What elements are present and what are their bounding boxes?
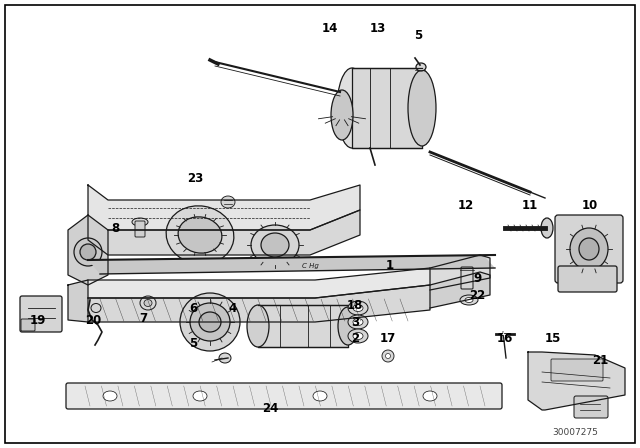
FancyBboxPatch shape <box>20 296 62 332</box>
Ellipse shape <box>313 391 327 401</box>
Polygon shape <box>430 255 490 290</box>
Ellipse shape <box>132 218 148 226</box>
Text: 19: 19 <box>30 314 46 327</box>
Ellipse shape <box>251 225 299 265</box>
FancyBboxPatch shape <box>135 221 145 237</box>
Text: 5: 5 <box>414 29 422 42</box>
Text: 18: 18 <box>347 298 363 311</box>
Polygon shape <box>88 268 430 298</box>
Text: 2: 2 <box>351 332 359 345</box>
Ellipse shape <box>144 300 152 306</box>
Text: 24: 24 <box>262 401 278 414</box>
Ellipse shape <box>338 307 358 345</box>
Text: 10: 10 <box>582 198 598 211</box>
Ellipse shape <box>180 293 240 351</box>
Ellipse shape <box>579 238 599 260</box>
Ellipse shape <box>91 303 101 313</box>
Text: 9: 9 <box>473 271 481 284</box>
Ellipse shape <box>199 312 221 332</box>
Ellipse shape <box>416 63 426 71</box>
Text: C Hg: C Hg <box>301 263 319 269</box>
FancyBboxPatch shape <box>574 396 608 418</box>
Ellipse shape <box>247 305 269 347</box>
Ellipse shape <box>80 244 96 260</box>
Ellipse shape <box>337 68 367 148</box>
Polygon shape <box>88 255 495 274</box>
Ellipse shape <box>570 228 608 270</box>
Ellipse shape <box>353 332 363 340</box>
Polygon shape <box>88 285 430 322</box>
Text: 15: 15 <box>545 332 561 345</box>
Text: 1: 1 <box>386 258 394 271</box>
FancyBboxPatch shape <box>258 305 348 347</box>
Text: 7: 7 <box>139 311 147 324</box>
Polygon shape <box>68 215 108 285</box>
Text: 3: 3 <box>351 315 359 328</box>
Polygon shape <box>528 352 625 410</box>
Text: 16: 16 <box>497 332 513 345</box>
Ellipse shape <box>348 315 368 329</box>
Ellipse shape <box>460 295 478 305</box>
Ellipse shape <box>74 238 102 266</box>
Polygon shape <box>88 185 360 230</box>
Text: 12: 12 <box>458 198 474 211</box>
Text: 5: 5 <box>189 336 197 349</box>
Text: 23: 23 <box>187 172 203 185</box>
FancyBboxPatch shape <box>352 68 422 148</box>
Polygon shape <box>88 210 360 255</box>
Ellipse shape <box>166 206 234 264</box>
FancyBboxPatch shape <box>555 215 623 283</box>
FancyBboxPatch shape <box>558 266 617 292</box>
Ellipse shape <box>221 196 235 208</box>
Text: 13: 13 <box>370 22 386 34</box>
Ellipse shape <box>140 296 156 310</box>
FancyBboxPatch shape <box>461 267 473 289</box>
Ellipse shape <box>261 233 289 257</box>
Ellipse shape <box>465 297 473 302</box>
Ellipse shape <box>348 301 368 315</box>
Text: 21: 21 <box>592 353 608 366</box>
Text: 14: 14 <box>322 22 338 34</box>
FancyBboxPatch shape <box>66 383 502 409</box>
Ellipse shape <box>193 391 207 401</box>
Ellipse shape <box>385 353 390 358</box>
Text: 4: 4 <box>229 302 237 314</box>
Text: 30007275: 30007275 <box>552 427 598 436</box>
Polygon shape <box>430 272 490 308</box>
Ellipse shape <box>408 70 436 146</box>
Ellipse shape <box>219 353 231 363</box>
Ellipse shape <box>353 319 363 326</box>
Text: 17: 17 <box>380 332 396 345</box>
Ellipse shape <box>541 218 553 238</box>
Text: 6: 6 <box>189 302 197 314</box>
FancyBboxPatch shape <box>21 319 35 331</box>
Ellipse shape <box>178 217 222 253</box>
Ellipse shape <box>190 303 230 341</box>
Ellipse shape <box>103 391 117 401</box>
Ellipse shape <box>423 391 437 401</box>
Polygon shape <box>68 280 88 322</box>
Text: 20: 20 <box>85 314 101 327</box>
Ellipse shape <box>382 350 394 362</box>
Text: 8: 8 <box>111 221 119 234</box>
FancyBboxPatch shape <box>551 359 603 381</box>
Ellipse shape <box>353 305 363 311</box>
Ellipse shape <box>331 90 353 140</box>
Text: 11: 11 <box>522 198 538 211</box>
Ellipse shape <box>348 329 368 343</box>
Text: 22: 22 <box>469 289 485 302</box>
